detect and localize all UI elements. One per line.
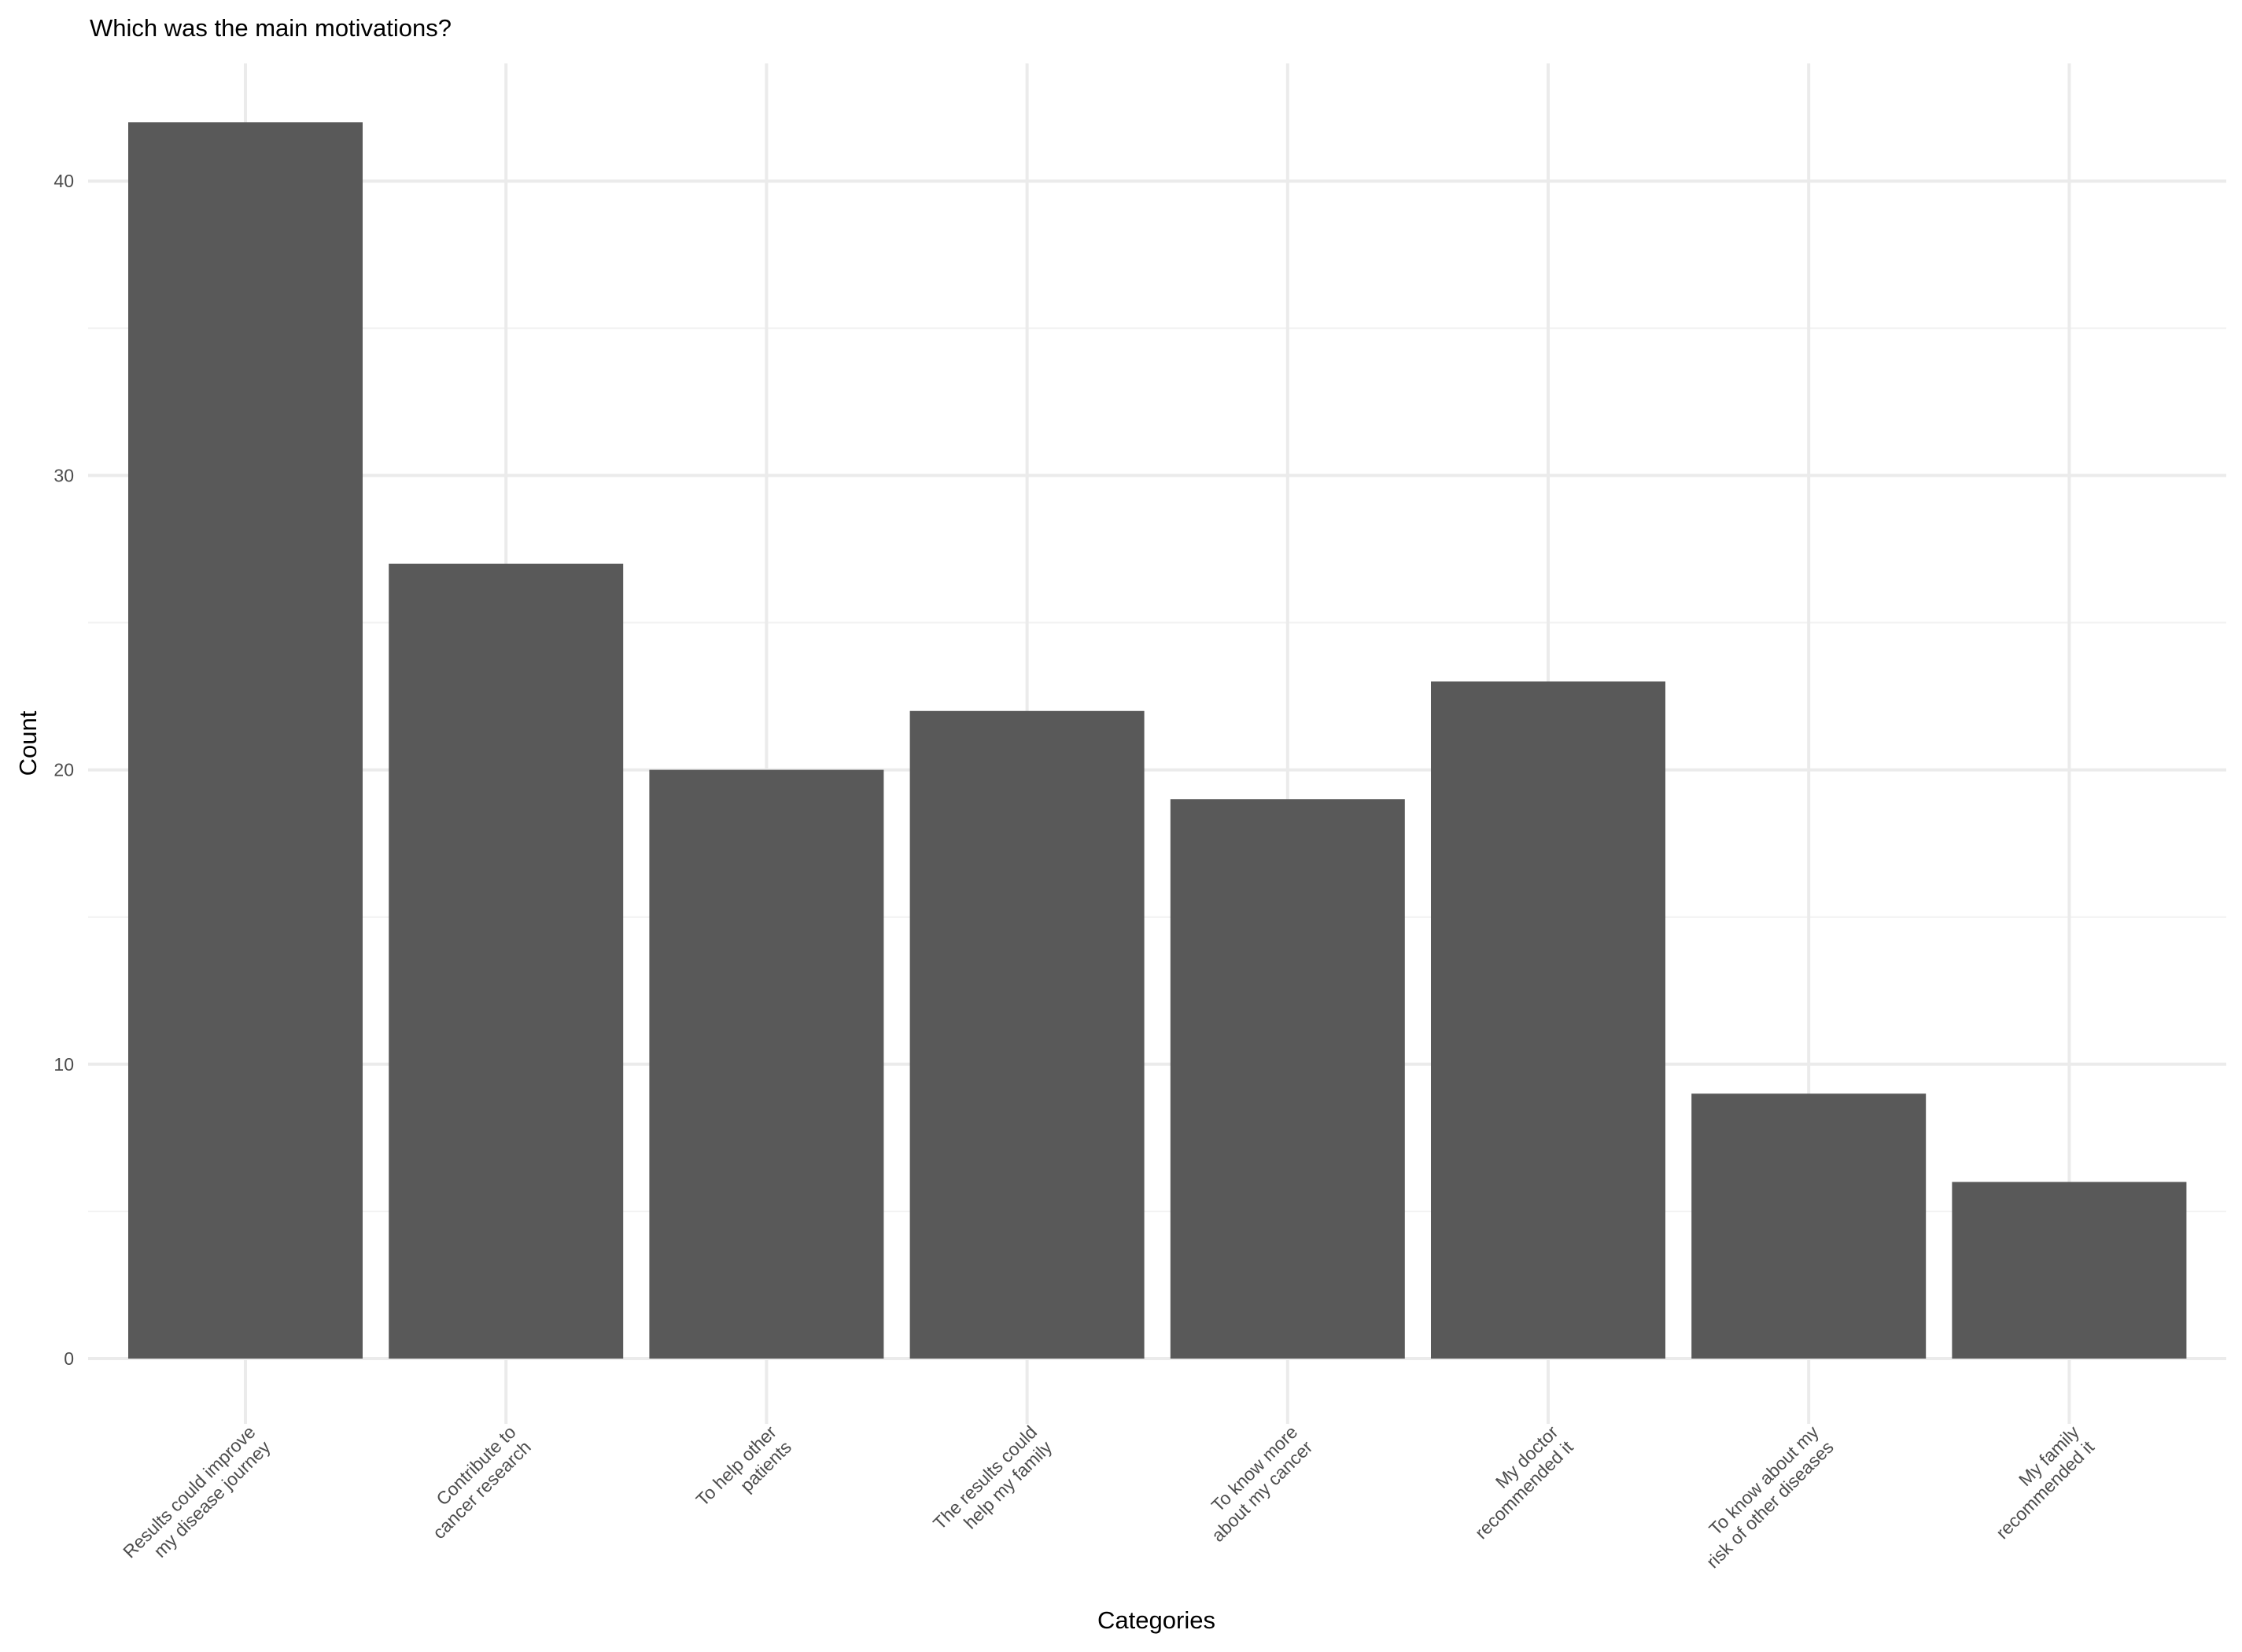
x-tick-label: To help otherpatients: [692, 1422, 796, 1525]
x-tick-label: The results couldhelp my family: [929, 1422, 1056, 1549]
y-axis-tick-labels: 0 10 20 30 40: [53, 171, 74, 1369]
x-axis-title: Categories: [1097, 1606, 1215, 1634]
x-tick-label: My doctorrecommended it: [1456, 1422, 1578, 1543]
bar: [389, 563, 624, 1359]
bar: [1170, 799, 1405, 1359]
y-tick-label: 10: [53, 1054, 74, 1075]
x-tick-label: Contribute tocancer research: [414, 1422, 535, 1543]
y-tick-label: 20: [53, 760, 74, 780]
y-axis-title: Count: [14, 710, 42, 776]
y-tick-label: 0: [64, 1348, 74, 1369]
bar: [909, 710, 1145, 1359]
y-tick-label: 40: [53, 171, 74, 191]
x-tick-label: To know moreabout my cancer: [1193, 1422, 1317, 1546]
bar: [1691, 1093, 1927, 1359]
x-tick-label: My familyrecommended it: [1977, 1422, 2099, 1543]
chart-title: Which was the main motivations?: [90, 14, 452, 42]
x-tick-label: To know about myrisk of other diseases: [1687, 1422, 1838, 1573]
x-tick-label: Results could improvemy disease journey: [119, 1422, 275, 1577]
bar: [1431, 681, 1665, 1359]
bar: [1952, 1182, 2187, 1359]
bar: [128, 122, 363, 1359]
y-tick-label: 30: [53, 465, 74, 485]
bar: [649, 769, 884, 1359]
bars: [128, 122, 2187, 1359]
x-axis-tick-labels: Results could improvemy disease journey C…: [119, 1422, 2099, 1577]
